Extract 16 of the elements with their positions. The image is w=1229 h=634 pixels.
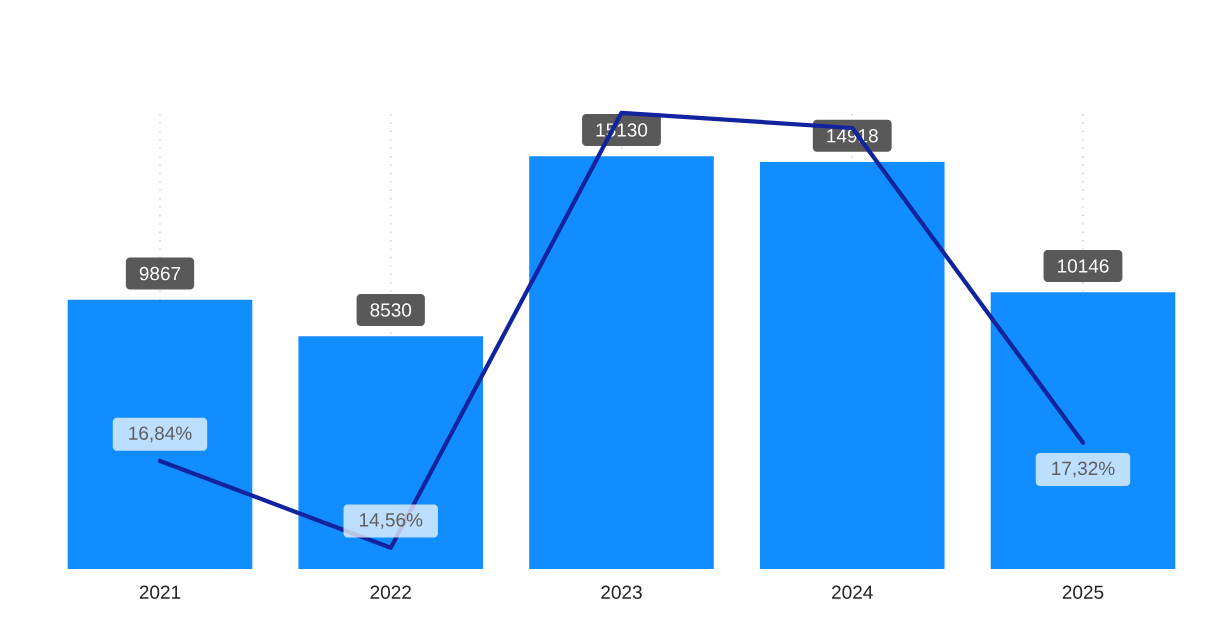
x-tick-label: 2024 — [832, 585, 873, 599]
data-label: 17,32% — [1052, 461, 1115, 478]
bar — [990, 292, 1176, 569]
data-label: 14,56% — [359, 513, 423, 529]
data-label: 9867 — [139, 266, 181, 281]
x-tick-label: 2025 — [1062, 585, 1104, 599]
bar — [759, 161, 945, 569]
x-tick-label: 2023 — [601, 585, 642, 599]
bar — [529, 156, 714, 569]
x-tick-label: 2022 — [370, 585, 411, 599]
bar — [67, 299, 253, 569]
bar — [298, 336, 484, 569]
data-label: 8530 — [370, 303, 412, 317]
data-label: 10146 — [1058, 259, 1109, 273]
data-label: 16,84% — [129, 426, 192, 443]
x-tick-label: 2021 — [139, 585, 181, 599]
